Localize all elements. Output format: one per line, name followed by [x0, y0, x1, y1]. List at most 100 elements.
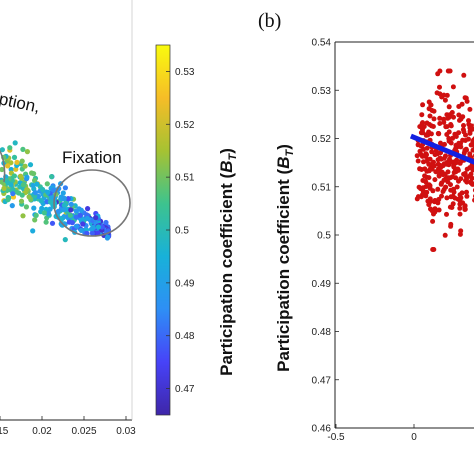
panel-a-point [26, 194, 32, 200]
colorbar-label-main: Participation coefficient ( [217, 172, 236, 375]
panel-b-point [437, 91, 443, 97]
panel-b-point [448, 221, 454, 227]
panel-b-y-tick-label: 0.5 [317, 231, 331, 242]
panel-b-point [455, 196, 461, 202]
colorbar-ticks: 0.53 0.52 0.51 0.5 0.49 0.48 0.47 [166, 67, 195, 395]
panel-b: (b) Participation coefficient (BT) 0.54 0… [258, 10, 474, 443]
panel-b-point [435, 186, 441, 192]
panel-a-point [78, 207, 84, 213]
panel-b-point [449, 110, 455, 115]
panel-a-x-ticks: 015 0.02 0.025 0.03 [0, 416, 136, 437]
panel-b-y-label: Participation coefficient (BT) [274, 144, 296, 372]
panel-b-point [415, 158, 421, 164]
panel-b-point [463, 132, 468, 138]
panel-b-point [439, 180, 445, 186]
panel-a-point [24, 174, 30, 180]
panel-b-y-tick-label: 0.46 [312, 424, 332, 435]
panel-b-point [461, 123, 466, 128]
panel-b-x-ticks: -0.5 0 [327, 424, 417, 443]
panel-b-point [430, 218, 436, 224]
panel-b-point [426, 175, 432, 181]
panel-a-point [32, 190, 39, 196]
panel-a-x-tick-label: 0.03 [116, 426, 136, 437]
panel-b-point [451, 170, 457, 175]
panel-b-point [464, 189, 469, 195]
panel-a-point [10, 191, 16, 197]
panel-b-y-tick-label: 0.54 [312, 38, 332, 49]
panel-b-point [437, 115, 443, 121]
colorbar-tick-label: 0.5 [175, 226, 189, 237]
panel-b-label: (b) [258, 10, 281, 32]
colorbar-tick-label: 0.52 [175, 120, 195, 131]
panel-b-fit-line [409, 133, 474, 165]
left-ellipse-arc [0, 149, 6, 183]
panel-a-point [40, 186, 46, 193]
panel-a-point [11, 173, 17, 179]
panel-b-point [470, 139, 474, 145]
panel-b-point [435, 71, 441, 77]
panel-b-point [457, 205, 463, 211]
panel-a-x-tick-label: 0.02 [32, 426, 52, 437]
annotation-ption: ption, [0, 89, 42, 116]
panel-b-point [436, 207, 442, 213]
panel-a-point [68, 207, 74, 213]
panel-a-point [11, 154, 18, 160]
panel-b-point [468, 123, 474, 129]
panel-b-y-tick-label: 0.51 [312, 182, 332, 193]
panel-b-point [421, 159, 426, 165]
fixation-ellipse [53, 169, 131, 237]
panel-a-point [60, 190, 66, 196]
colorbar: 0.53 0.52 0.51 0.5 0.49 0.48 0.47 Participatio… [155, 44, 239, 416]
panel-b-point [419, 112, 425, 118]
panel-a-point [62, 185, 68, 191]
panel-a-point [33, 212, 39, 218]
panel-b-point [456, 112, 462, 118]
panel-b-point [467, 106, 473, 112]
panel-a-point [27, 162, 34, 168]
panel-b-point [436, 131, 442, 136]
colorbar-tick-label: 0.49 [175, 278, 195, 289]
panel-a-point [45, 189, 51, 195]
panel-b-point [417, 166, 423, 172]
panel-b-point [442, 171, 448, 177]
panel-a-point [73, 223, 80, 229]
panel-b-point [448, 182, 453, 188]
panel-a-point [20, 146, 26, 152]
panel-b-point [441, 116, 447, 122]
panel-a-point [8, 160, 14, 166]
panel-a-point [103, 219, 109, 226]
panel-b-point [426, 129, 432, 135]
panel-b-point [443, 153, 448, 159]
panel-b-point [420, 185, 426, 191]
panel-b-point [464, 193, 470, 199]
panel-b-point [462, 206, 468, 212]
panel-a-point [0, 147, 5, 153]
panel-b-point [456, 130, 462, 136]
panel-a-point [65, 196, 71, 202]
panel-a-x-tick-label: 0.025 [71, 426, 96, 437]
panel-b-point [458, 176, 464, 182]
panel-a-point [73, 208, 79, 214]
colorbar-label: Participation coefficient (BT) [217, 148, 239, 376]
panel-b-point [446, 138, 452, 144]
panel-a-point [43, 219, 49, 225]
panel-b-point [450, 84, 456, 90]
panel-b-point [429, 149, 435, 155]
panel-a-point [19, 192, 25, 198]
panel-b-point [444, 92, 450, 98]
panel-b-point [451, 163, 457, 169]
panel-b-point [457, 201, 463, 207]
panel-b-point [426, 106, 432, 112]
panel-b-point [437, 121, 443, 126]
panel-a-point [30, 228, 36, 234]
panel-a-point [80, 221, 86, 227]
panel-b-point [420, 192, 425, 198]
panel-a-point [18, 198, 25, 204]
panel-b-point [430, 188, 436, 194]
panel-b-point [435, 157, 441, 163]
panel-b-point [457, 211, 463, 217]
panel-b-y-label-main: Participation coefficient ( [274, 168, 293, 371]
panel-b-point [435, 200, 441, 206]
panel-a-point [20, 182, 26, 188]
panel-a-point [62, 237, 68, 243]
